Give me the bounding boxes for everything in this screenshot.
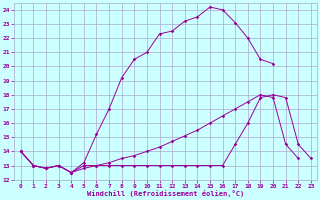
X-axis label: Windchill (Refroidissement éolien,°C): Windchill (Refroidissement éolien,°C) bbox=[87, 190, 244, 197]
